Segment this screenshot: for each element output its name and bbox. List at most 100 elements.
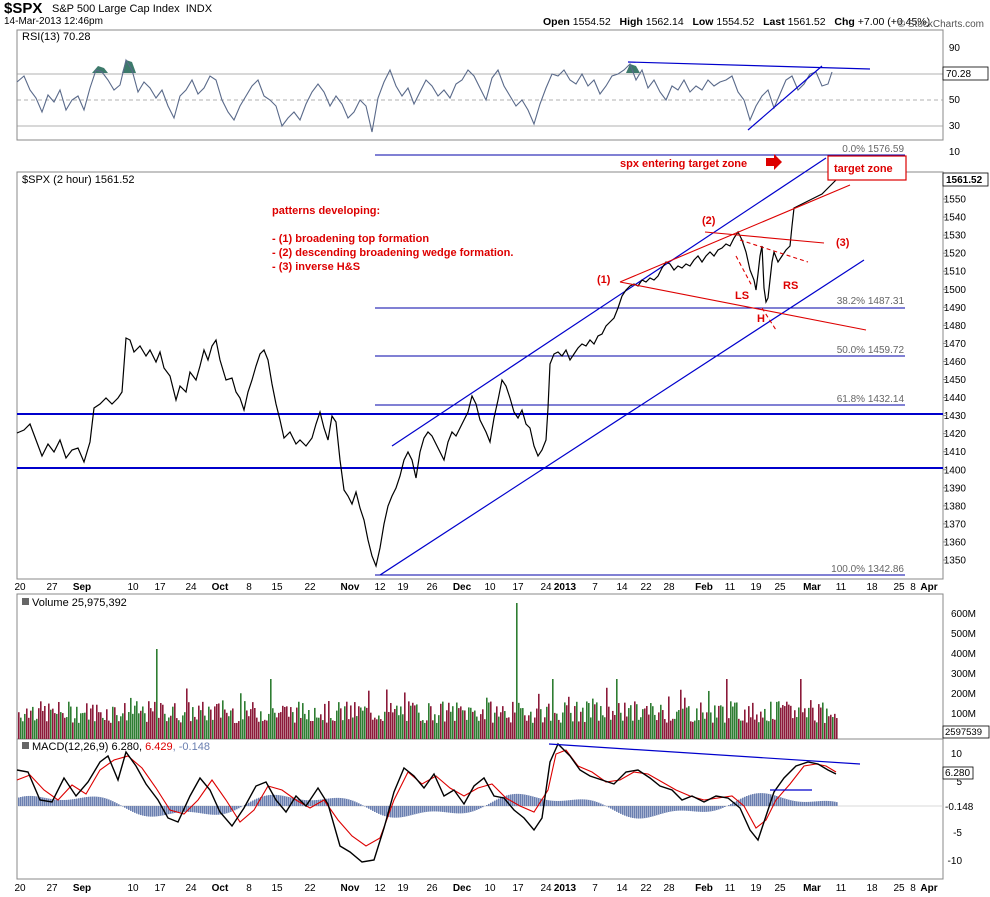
macd-hist-bar [334, 797, 336, 806]
macd-hist-bar [628, 806, 630, 818]
volume-bar [432, 720, 434, 739]
volume-bar [632, 720, 634, 739]
macd-hist-bar [232, 806, 234, 812]
macd-hist-bar [114, 802, 116, 806]
macd-hist-bar [422, 806, 424, 813]
security-name-text: S&P 500 Large Cap Index [52, 3, 180, 15]
macd-hist-bar [742, 797, 744, 806]
macd-hist-bar [68, 799, 70, 806]
target-zone-label: target zone [834, 163, 893, 175]
volume-bar [622, 720, 624, 739]
macd-hist-bar [620, 806, 622, 814]
macd-hist-bar [818, 801, 820, 806]
volume-bar [314, 707, 316, 739]
volume-bar [84, 712, 86, 739]
volume-bar [586, 701, 588, 739]
volume-bar [772, 718, 774, 739]
macd-hist-bar [550, 800, 552, 806]
macd-hist-bar [780, 797, 782, 806]
volume-bar [278, 712, 280, 739]
volume-bar [152, 711, 154, 739]
macd-hist-bar [640, 806, 642, 819]
volume-bar [608, 706, 610, 739]
macd-hist-bar [200, 806, 202, 814]
macd-hist-bar [198, 806, 200, 813]
open-label: Open [543, 16, 570, 28]
volume-bar [658, 712, 660, 739]
volume-bar [656, 720, 658, 739]
annot-label-3: (3) [836, 237, 850, 249]
volume-bar [744, 709, 746, 739]
volume-bar [828, 716, 830, 739]
volume-bar [634, 701, 636, 739]
macd-hist-bar [72, 799, 74, 806]
macd-hist-bar [224, 806, 226, 814]
volume-bar [352, 717, 354, 739]
macd-hist-bar [632, 806, 634, 818]
volume-bar [664, 719, 666, 739]
macd-hist-bar [328, 798, 330, 806]
x-tick-label: 8 [910, 582, 916, 593]
price-tick-label: 1490 [944, 303, 967, 314]
rsi-line [16, 58, 833, 133]
volume-bar [86, 703, 88, 739]
macd-hist-bar [108, 799, 110, 806]
volume-bar [498, 716, 500, 739]
macd-hist-value: , -0.148 [173, 741, 210, 753]
macd-hist-bar [238, 806, 240, 809]
macd-hist-bar [112, 801, 114, 806]
macd-title-icon [22, 742, 29, 749]
macd-hist-bar [362, 805, 364, 806]
volume-bar [218, 703, 220, 739]
macd-hist-bar [132, 806, 134, 812]
hs-left [735, 255, 753, 287]
macd-hist-bar [782, 797, 784, 806]
macd-hist-bar [834, 801, 836, 806]
macd-hist-bar [74, 798, 76, 806]
volume-bar [18, 712, 20, 739]
macd-hist-bar [288, 797, 290, 806]
volume-bar [666, 722, 668, 739]
volume-bar [336, 710, 338, 739]
volume-bar [104, 719, 106, 739]
volume-bar [606, 687, 608, 739]
macd-hist-bar [140, 806, 142, 816]
volume-bar [794, 710, 796, 739]
macd-last-value: 6.280 [945, 768, 970, 779]
volume-bar [400, 706, 402, 739]
price-tick-label: 1400 [944, 465, 967, 476]
fib-label: 0.0% 1576.59 [842, 144, 904, 155]
macd-hist-bar [768, 793, 770, 806]
macd-hist-bar [24, 796, 26, 806]
price-tick-label: 1380 [944, 501, 967, 512]
macd-hist-bar [350, 799, 352, 806]
macd-hist-bar [382, 806, 384, 816]
volume-bar [650, 703, 652, 739]
security-name: S&P 500 Large Cap Index INDX [52, 3, 212, 15]
macd-hist-bar [426, 806, 428, 812]
macd-hist-bar [38, 796, 40, 806]
macd-hist-bar [792, 800, 794, 806]
volume-bar [790, 705, 792, 739]
macd-hist-bar [404, 806, 406, 817]
macd-hist-bar [386, 806, 388, 817]
volume-bar [386, 689, 388, 739]
macd-hist-bar [412, 806, 414, 815]
volume-bar [362, 710, 364, 739]
volume-bar [436, 722, 438, 739]
volume-bar [612, 710, 614, 739]
macd-hist-bar [470, 806, 472, 812]
x-tick-label: 24 [540, 582, 552, 593]
macd-hist-bar [800, 801, 802, 806]
macd-hist-bar [424, 806, 426, 813]
macd-hist-bar [448, 806, 450, 813]
macd-hist-bar [102, 797, 104, 806]
macd-hist-bar [440, 806, 442, 812]
volume-bar [198, 705, 200, 739]
macd-hist-bar [682, 806, 684, 811]
volume-bar [212, 719, 214, 739]
volume-bar [814, 720, 816, 739]
symbol: $SPX [4, 0, 43, 17]
annot-target-text: spx entering target zone [620, 158, 747, 170]
macd-hist-bar [752, 794, 754, 806]
